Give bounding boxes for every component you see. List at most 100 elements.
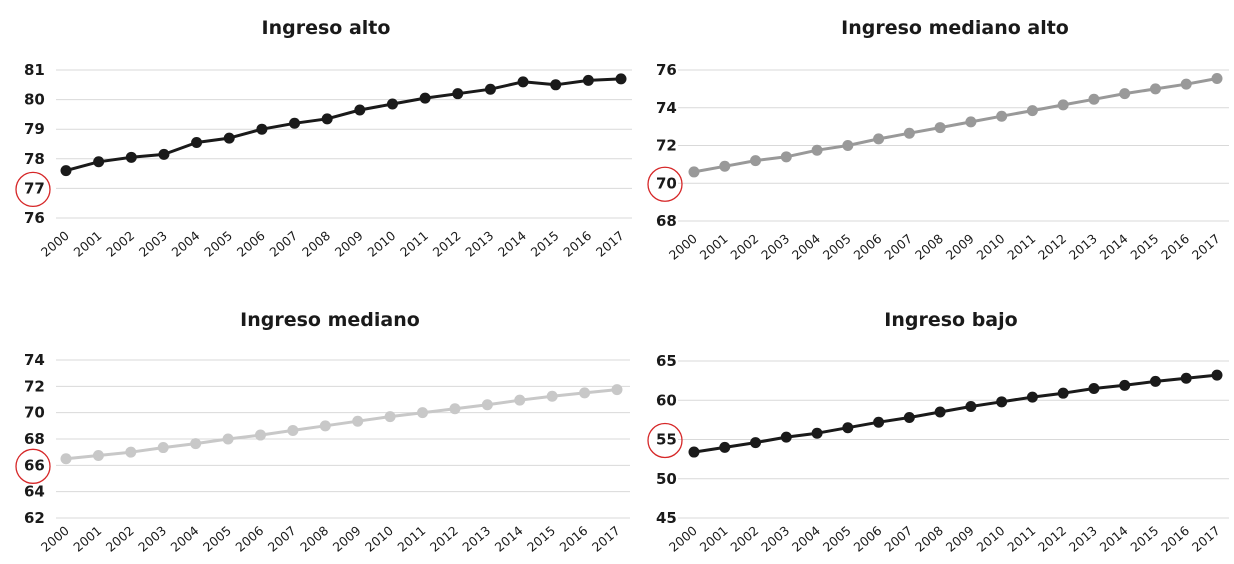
y-tick-label: 50 bbox=[656, 470, 677, 488]
data-point bbox=[1057, 387, 1069, 399]
y-tick-label: 72 bbox=[656, 137, 677, 155]
y-tick-label: 68 bbox=[24, 430, 45, 448]
y-tick-label: 76 bbox=[656, 61, 677, 79]
data-point bbox=[1180, 372, 1192, 384]
x-tick-label: 2013 bbox=[1066, 231, 1100, 263]
data-point bbox=[996, 396, 1008, 408]
series-line bbox=[65, 77, 622, 173]
data-point bbox=[93, 156, 105, 168]
x-tick-label: 2013 bbox=[1066, 523, 1100, 555]
x-tick-label: 2003 bbox=[135, 523, 169, 555]
x-tick-label: 2010 bbox=[362, 523, 396, 555]
data-point bbox=[750, 437, 762, 449]
data-point bbox=[903, 127, 915, 139]
x-tick-label: 2002 bbox=[103, 523, 137, 555]
series-line bbox=[693, 77, 1218, 174]
data-point bbox=[158, 148, 170, 160]
x-tick-label: 2010 bbox=[974, 523, 1008, 555]
data-point bbox=[1026, 105, 1038, 117]
chart-ingreso-alto: Ingreso alto 76 77 78 79 80 81 2000200120022003… bbox=[15, 17, 632, 260]
data-point bbox=[1211, 369, 1223, 381]
x-tick-label: 2015 bbox=[528, 228, 562, 260]
x-tick-label: 2001 bbox=[697, 523, 731, 555]
data-point bbox=[750, 155, 762, 167]
y-tick-label: 76 bbox=[24, 209, 45, 227]
x-tick-label: 2006 bbox=[234, 228, 268, 260]
y-tick-label: 74 bbox=[24, 351, 45, 369]
data-point bbox=[1211, 72, 1223, 84]
y-tick-label: 70 bbox=[656, 174, 677, 192]
highlight-circle bbox=[647, 166, 683, 202]
series-line bbox=[693, 373, 1218, 454]
y-tick-label: 64 bbox=[24, 483, 45, 501]
x-tick-label: 2014 bbox=[492, 523, 526, 555]
chart-title: Ingreso mediano alto bbox=[841, 17, 1069, 39]
data-point bbox=[452, 88, 464, 100]
data-point bbox=[719, 160, 731, 172]
chart-title: Ingreso bajo bbox=[884, 309, 1017, 331]
x-tick-label: 2003 bbox=[758, 231, 792, 263]
x-tick-label: 2003 bbox=[136, 228, 170, 260]
data-point bbox=[254, 429, 266, 441]
x-tick-label: 2015 bbox=[524, 523, 558, 555]
data-point bbox=[125, 151, 137, 163]
data-point bbox=[321, 113, 333, 125]
data-point bbox=[579, 387, 591, 399]
data-point bbox=[611, 384, 623, 396]
x-tick-label: 2000 bbox=[38, 228, 72, 260]
x-tick-label: 2013 bbox=[462, 228, 496, 260]
x-tick-label: 2007 bbox=[881, 523, 915, 555]
chart-ingreso-bajo: Ingreso bajo4550556065200020012002200320… bbox=[647, 309, 1229, 555]
x-tick-label: 2005 bbox=[820, 523, 854, 555]
y-tick-label: 74 bbox=[656, 99, 677, 117]
data-point bbox=[1149, 375, 1161, 387]
y-tick-label: 45 bbox=[656, 509, 677, 527]
x-tick-label: 2011 bbox=[397, 228, 431, 260]
chart-ingreso-mediano-alto: Ingreso mediano alto68707274762000200120… bbox=[647, 17, 1229, 263]
x-tick-label: 2017 bbox=[589, 523, 623, 555]
x-tick-label: 2012 bbox=[1035, 231, 1069, 263]
x-tick-label: 2012 bbox=[430, 228, 464, 260]
x-tick-label: 2002 bbox=[103, 228, 137, 260]
x-tick-label: 2011 bbox=[394, 523, 428, 555]
x-tick-label: 2003 bbox=[758, 523, 792, 555]
y-tick-label: 62 bbox=[24, 509, 45, 527]
data-point bbox=[873, 416, 885, 428]
data-point bbox=[319, 420, 331, 432]
x-tick-label: 2012 bbox=[1035, 523, 1069, 555]
y-tick-label: 68 bbox=[656, 212, 677, 230]
data-point bbox=[157, 442, 169, 454]
data-point bbox=[484, 83, 496, 95]
data-point bbox=[1088, 382, 1100, 394]
x-tick-label: 2008 bbox=[912, 231, 946, 263]
y-tick-label: 77 bbox=[24, 179, 45, 197]
data-point bbox=[811, 427, 823, 439]
x-tick-label: 2005 bbox=[201, 228, 235, 260]
data-point bbox=[965, 116, 977, 128]
data-point bbox=[223, 132, 235, 144]
data-point bbox=[1088, 93, 1100, 105]
x-tick-label: 2005 bbox=[200, 523, 234, 555]
x-tick-label: 2013 bbox=[459, 523, 493, 555]
x-tick-label: 2000 bbox=[666, 523, 700, 555]
data-point bbox=[222, 433, 234, 445]
x-tick-label: 2007 bbox=[265, 523, 299, 555]
y-tick-label: 65 bbox=[656, 352, 677, 370]
data-point bbox=[256, 123, 268, 135]
data-point bbox=[996, 110, 1008, 122]
x-tick-label: 2009 bbox=[332, 228, 366, 260]
x-tick-label: 2015 bbox=[1127, 231, 1161, 263]
data-point bbox=[417, 407, 429, 419]
x-tick-label: 2012 bbox=[427, 523, 461, 555]
data-point bbox=[481, 399, 493, 411]
data-point bbox=[582, 74, 594, 86]
y-tick-label: 72 bbox=[24, 377, 45, 395]
data-point bbox=[934, 122, 946, 134]
data-point bbox=[352, 415, 364, 427]
y-tick-label: 80 bbox=[24, 91, 45, 109]
x-tick-label: 2017 bbox=[593, 228, 627, 260]
chart-title: Ingreso alto bbox=[262, 17, 391, 39]
x-tick-label: 2016 bbox=[560, 228, 594, 260]
data-point bbox=[550, 79, 562, 91]
data-point bbox=[289, 117, 301, 129]
